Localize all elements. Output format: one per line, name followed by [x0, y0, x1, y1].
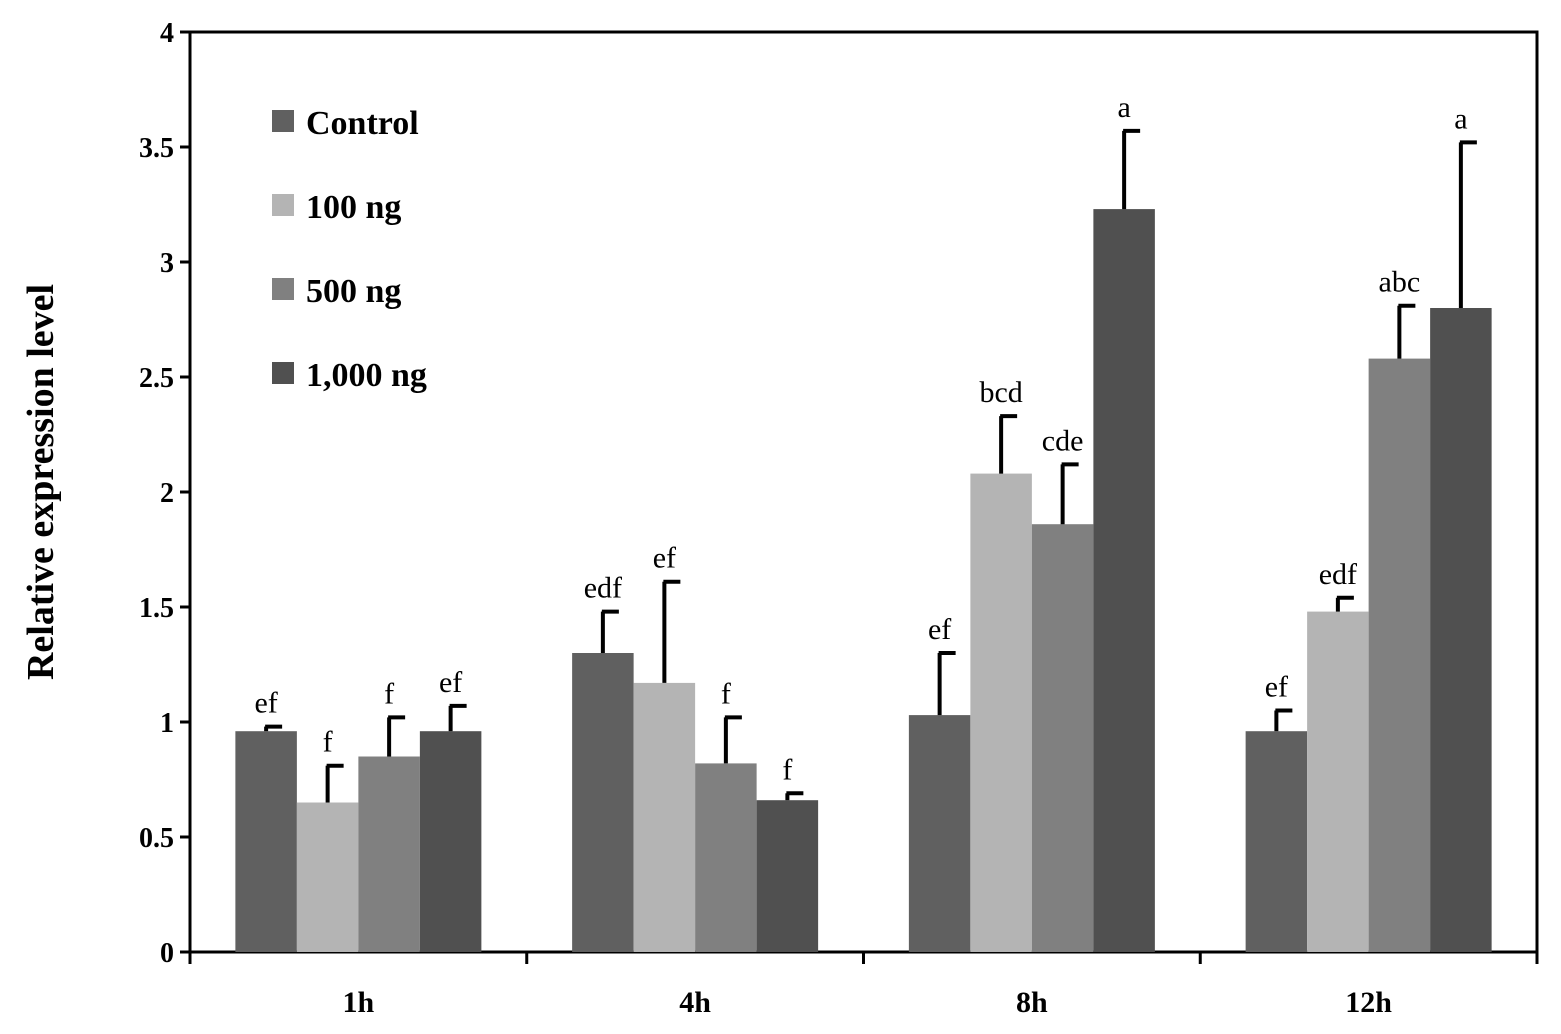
significance-label: abc [1379, 266, 1421, 299]
legend-swatch [272, 194, 294, 216]
bar [1245, 731, 1308, 952]
legend-label: 1,000 ng [306, 357, 427, 394]
x-tick-label: 8h [1016, 986, 1048, 1019]
legend-label: 500 ng [306, 273, 401, 310]
y-axis: 0 0.5 1 1.5 2 2.5 3 3.5 4 [139, 18, 190, 969]
significance-label: edf [1319, 558, 1357, 591]
bar [358, 756, 420, 952]
y-tick-label: 0.5 [139, 823, 174, 854]
significance-label: ef [928, 613, 951, 646]
bar [970, 473, 1032, 952]
significance-label: ef [254, 687, 277, 720]
significance-label: f [323, 726, 333, 759]
bars [235, 209, 1492, 953]
bar [756, 800, 819, 952]
bar [296, 802, 359, 952]
bar [1430, 308, 1492, 952]
significance-label: a [1454, 102, 1467, 135]
bar [1031, 524, 1094, 952]
bar [419, 731, 482, 952]
error-bars [264, 128, 1477, 803]
significance-label: ef [1265, 671, 1288, 704]
bar [1093, 209, 1155, 953]
y-tick-label: 4 [160, 18, 174, 49]
significance-label: edf [584, 572, 622, 605]
significance-label: f [782, 753, 792, 786]
significance-label: ef [653, 542, 676, 575]
y-axis-label: Relative expression level [20, 284, 62, 680]
x-tick-label: 1h [343, 986, 375, 1019]
significance-label: f [384, 677, 394, 710]
significance-label: cde [1042, 424, 1084, 457]
significance-label: f [721, 677, 731, 710]
significance-label: bcd [979, 376, 1022, 409]
x-tick-label: 4h [679, 986, 711, 1019]
legend-label: Control [306, 105, 419, 142]
significance-label: a [1117, 91, 1130, 124]
bar [572, 653, 634, 952]
y-tick-label: 0 [160, 938, 174, 969]
y-tick-label: 1 [160, 708, 174, 739]
legend-swatch [272, 110, 294, 132]
x-axis: 1h 4h 8h 12h [188, 952, 1539, 1019]
y-tick-label: 3 [160, 248, 174, 279]
legend-swatch [272, 362, 294, 384]
bar [1368, 358, 1431, 953]
bar [1307, 611, 1369, 952]
y-tick-label: 3.5 [139, 133, 174, 164]
y-tick-label: 2 [160, 478, 174, 509]
bar [633, 682, 696, 952]
legend-swatch [272, 278, 294, 300]
bar [908, 715, 971, 952]
y-tick-label: 2.5 [139, 363, 174, 394]
legend-label: 100 ng [306, 189, 401, 226]
legend: Control 100 ng 500 ng 1,000 ng [272, 105, 427, 394]
y-tick-label: 1.5 [139, 593, 174, 624]
x-tick-label: 12h [1345, 986, 1392, 1019]
bar [235, 731, 297, 952]
significance-label: ef [439, 666, 462, 699]
bar [695, 763, 757, 952]
